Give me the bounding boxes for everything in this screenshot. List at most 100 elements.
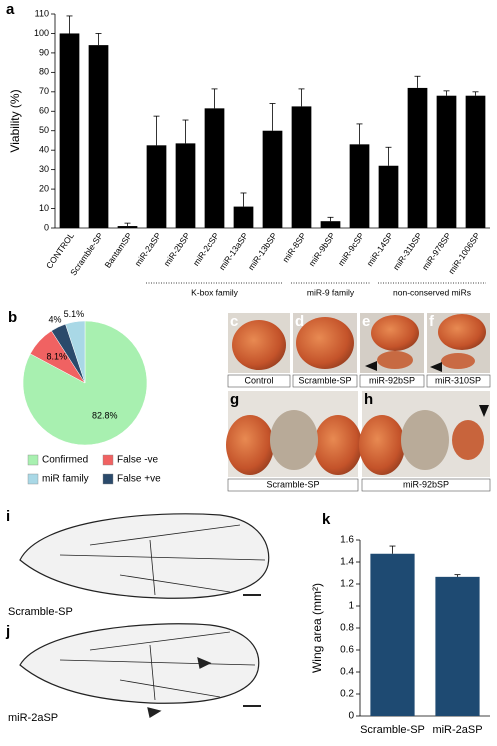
panel-letter: i	[6, 508, 10, 525]
y-tick-label: 20	[39, 183, 49, 193]
y-axis-label: Wing area (mm²)	[310, 583, 324, 673]
panel-letter: b	[8, 309, 17, 326]
photo-caption: miR-2aSP	[8, 712, 58, 724]
y-tick-label: 10	[39, 203, 49, 213]
eye	[232, 320, 286, 370]
panel-letter: k	[322, 511, 331, 528]
bar	[117, 226, 138, 228]
eye	[314, 415, 362, 475]
y-tick-label: 90	[39, 47, 49, 57]
eye	[371, 315, 419, 351]
photo-caption: miR-310SP	[435, 375, 481, 385]
y-tick-label: 0.6	[340, 645, 354, 656]
photo-caption: Scramble-SP	[266, 479, 319, 489]
group-label: non-conserved miRs	[393, 287, 471, 297]
eye	[296, 317, 354, 369]
bar	[370, 553, 415, 716]
slice-label: 82.8%	[92, 410, 118, 420]
bar	[349, 144, 370, 228]
arrowhead	[197, 657, 212, 669]
y-tick-label: 0.8	[340, 623, 354, 634]
eye	[452, 420, 484, 460]
photo-caption: Scramble-SP	[8, 606, 73, 618]
wing-veins	[59, 524, 266, 596]
y-tick-label: 80	[39, 67, 49, 77]
bar	[320, 221, 341, 228]
slice-label: 8.1%	[46, 351, 67, 361]
caption-box	[227, 478, 359, 492]
x-tick-label: miR-2aSP	[432, 724, 482, 736]
x-tick-label: miR-2bSP	[162, 230, 193, 268]
y-axis-label: Viability (%)	[8, 89, 22, 152]
photo-caption: Scramble-SP	[298, 375, 351, 385]
bar	[435, 576, 480, 716]
bar	[146, 145, 167, 228]
y-tick-label: 100	[34, 28, 49, 38]
bar	[233, 206, 254, 228]
x-tick-label: miR-2aSP	[133, 230, 164, 268]
x-tick-label: Scramble-SP	[360, 724, 425, 736]
y-tick-label: 50	[39, 125, 49, 135]
group-label: miR-9 family	[307, 287, 355, 297]
panel-letter: g	[230, 391, 239, 408]
x-tick-label: miR-14SP	[365, 230, 396, 268]
wing-photos	[19, 513, 270, 718]
x-tick-label: miR-9cSP	[336, 230, 366, 267]
bar	[204, 108, 225, 228]
eye	[377, 351, 413, 369]
y-tick-label: 70	[39, 86, 49, 96]
x-tick-label: CONTROL	[44, 230, 76, 270]
eye	[438, 314, 486, 350]
bar	[407, 87, 428, 228]
caption-box	[292, 374, 358, 388]
legend-label: False -ve	[117, 455, 159, 466]
caption-box	[426, 374, 491, 388]
panel-letter: e	[362, 313, 370, 330]
panel-letter: f	[429, 313, 435, 330]
x-tick-label: miR-2cSP	[191, 230, 221, 267]
group-label: K-box family	[191, 287, 239, 297]
y-tick-label: 0.4	[340, 667, 354, 678]
slice-label: 4%	[49, 315, 62, 325]
y-tick-label: 1.4	[340, 557, 354, 568]
wing	[19, 513, 270, 599]
bar	[88, 45, 109, 228]
x-tick-label: miR-8SP	[280, 230, 308, 264]
arrowhead	[430, 362, 442, 372]
arrowhead	[147, 707, 162, 718]
wing	[19, 623, 260, 704]
head-photos	[226, 391, 491, 492]
legend-swatch	[102, 454, 114, 466]
y-tick-label: 0	[44, 222, 49, 232]
y-tick-label: 40	[39, 145, 49, 155]
y-tick-label: 1.6	[340, 535, 354, 546]
panel-letter: a	[6, 1, 15, 18]
bar	[59, 33, 80, 228]
y-tick-label: 1.2	[340, 579, 354, 590]
y-tick-label: 110	[35, 8, 49, 18]
legend-label: Confirmed	[42, 455, 88, 466]
legend-label: False +ve	[117, 474, 161, 485]
arrowhead	[365, 361, 377, 371]
photo-caption: Control	[244, 375, 273, 385]
y-tick-label: 1	[348, 601, 354, 612]
photo-caption: miR-92bSP	[369, 375, 415, 385]
legend-swatch	[102, 473, 114, 485]
x-tick-label: miR-9bSP	[307, 230, 338, 268]
panel-letter: c	[230, 313, 238, 330]
bar	[291, 106, 312, 228]
legend-label: miR family	[42, 474, 89, 485]
pie-slice	[65, 320, 86, 384]
panel-letter: d	[295, 313, 304, 330]
x-tick-label: miR-13bSP	[246, 230, 279, 272]
y-tick-label: 30	[39, 164, 49, 174]
caption-box	[227, 374, 291, 388]
eye	[359, 415, 405, 475]
panel-letter: j	[5, 623, 10, 640]
y-tick-label: 0.2	[340, 689, 354, 700]
bar	[378, 165, 399, 228]
bar	[436, 95, 457, 228]
caption-box	[361, 478, 491, 492]
photo-caption: miR-92bSP	[403, 479, 449, 489]
